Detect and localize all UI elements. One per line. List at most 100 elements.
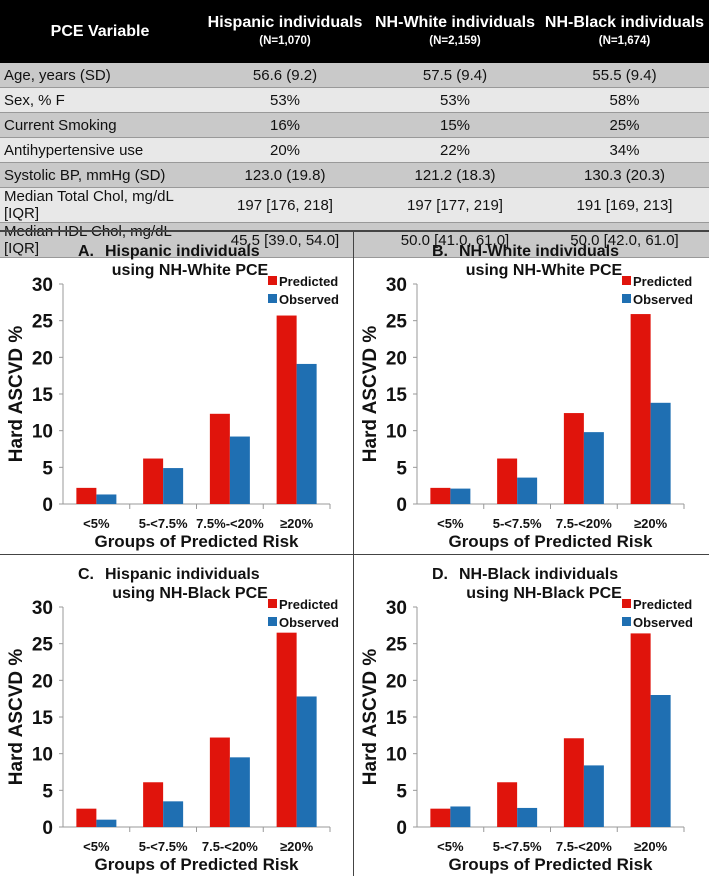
- legend-label: Predicted: [633, 597, 692, 612]
- table-cell: 56.6 (9.2): [200, 63, 370, 88]
- bar-predicted: [276, 315, 297, 504]
- x-tick-label: 7.5-<20%: [202, 839, 258, 854]
- x-tick-label: 5-<7.5%: [493, 839, 542, 854]
- table-cell: 15%: [370, 112, 540, 138]
- x-axis-label: Groups of Predicted Risk: [94, 532, 299, 551]
- legend-swatch: [622, 276, 631, 285]
- y-tick-label: 15: [32, 385, 54, 406]
- bar-observed: [163, 801, 184, 827]
- bar-observed: [450, 806, 471, 827]
- y-tick-label: 25: [386, 312, 408, 333]
- bar-predicted: [630, 633, 651, 827]
- column-header-title: NH-White individuals: [375, 13, 535, 31]
- x-tick-label: 5-<7.5%: [139, 839, 188, 854]
- y-tick-label: 20: [32, 348, 53, 369]
- bar-observed: [229, 757, 250, 827]
- bar-observed: [450, 488, 471, 504]
- x-tick-label: ≥20%: [280, 839, 314, 854]
- chart-title: NH-Black individuals: [459, 566, 618, 583]
- table-row: Age, years (SD) 56.6 (9.2) 57.5 (9.4) 55.5 …: [0, 63, 709, 88]
- chart-panel-a: A. Hispanic individuals using NH-White PCE…: [0, 232, 354, 555]
- column-header: PCE Variable: [0, 0, 200, 63]
- bar-predicted: [430, 487, 451, 504]
- x-axis-label: Groups of Predicted Risk: [94, 855, 299, 874]
- bar-chart: A. Hispanic individuals using NH-White PCE…: [6, 243, 339, 551]
- bar-observed: [163, 468, 184, 504]
- table-cell: 53%: [370, 87, 540, 113]
- table-cell: 121.2 (18.3): [370, 162, 540, 188]
- table-row: Median HDL Chol, mg/dL [IQR] 45.5 [39.0, …: [0, 222, 709, 258]
- chart-subtitle: using NH-Black PCE: [466, 585, 622, 602]
- y-tick-label: 0: [42, 818, 53, 839]
- x-axis-label: Groups of Predicted Risk: [448, 855, 653, 874]
- y-tick-label: 10: [32, 422, 53, 443]
- chart-title: Hispanic individuals: [105, 243, 260, 260]
- legend-label: Predicted: [279, 597, 338, 612]
- chart-panel-c: C. Hispanic individuals using NH-Black PCE…: [0, 555, 354, 876]
- legend-swatch: [622, 599, 631, 608]
- column-header-n: (N=1,674): [598, 34, 651, 47]
- y-axis-label: Hard ASCVD %: [6, 649, 27, 786]
- y-tick-label: 5: [396, 781, 407, 802]
- bar-predicted: [209, 737, 230, 827]
- bar-predicted: [143, 458, 164, 504]
- row-label: Age, years (SD): [0, 63, 200, 88]
- y-tick-label: 0: [42, 495, 53, 516]
- column-header: Hispanic individuals (N=1,070): [200, 0, 370, 63]
- y-tick-label: 5: [42, 781, 53, 802]
- x-axis-label: Groups of Predicted Risk: [448, 532, 653, 551]
- bar-predicted: [76, 487, 97, 504]
- y-tick-label: 20: [386, 348, 407, 369]
- bar-observed: [583, 432, 604, 504]
- x-tick-label: 5-<7.5%: [139, 516, 188, 531]
- legend-swatch: [268, 276, 277, 285]
- legend-label: Observed: [633, 615, 693, 630]
- table-row: Systolic BP, mmHg (SD) 123.0 (19.8) 121.2 …: [0, 162, 709, 188]
- table-cell: 58%: [540, 87, 709, 113]
- y-tick-label: 5: [42, 458, 53, 479]
- x-tick-label: 7.5-<20%: [556, 839, 612, 854]
- y-tick-label: 0: [396, 818, 407, 839]
- column-header-n: (N=1,070): [259, 34, 311, 47]
- y-tick-label: 15: [32, 708, 54, 729]
- chart-panel-d: D. NH-Black individuals using NH-Black PCE…: [354, 555, 708, 876]
- bar-chart: C. Hispanic individuals using NH-Black PCE…: [6, 566, 339, 874]
- bar-predicted: [630, 314, 651, 504]
- table-cell: 53%: [200, 87, 370, 113]
- table-cell: 130.3 (20.3): [540, 162, 709, 188]
- x-tick-label: 7.5%-<20%: [196, 516, 264, 531]
- table-header-row: PCE Variable Hispanic individuals (N=1,07…: [0, 0, 709, 63]
- x-tick-label: 5-<7.5%: [493, 516, 542, 531]
- y-tick-label: 25: [32, 312, 54, 333]
- row-label: Antihypertensive use: [0, 137, 200, 163]
- horizontal-divider: [0, 554, 709, 555]
- y-tick-label: 15: [386, 708, 408, 729]
- bar-observed: [583, 765, 604, 827]
- x-tick-label: ≥20%: [634, 516, 668, 531]
- row-label: Median HDL Chol, mg/dL [IQR]: [0, 222, 200, 258]
- legend-label: Observed: [279, 292, 339, 307]
- table-cell: 50.0 [42.0, 61.0]: [540, 222, 709, 258]
- bar-predicted: [563, 413, 584, 504]
- bar-chart: B. NH-White individuals using NH-White PCE…: [360, 243, 693, 551]
- legend-swatch: [268, 599, 277, 608]
- table-cell: 25%: [540, 112, 709, 138]
- y-axis-label: Hard ASCVD %: [6, 326, 27, 463]
- y-tick-label: 0: [396, 495, 407, 516]
- table-cell: 123.0 (19.8): [200, 162, 370, 188]
- bar-predicted: [497, 458, 518, 504]
- y-tick-label: 15: [386, 385, 408, 406]
- panel-letter: A.: [78, 243, 94, 260]
- y-tick-label: 20: [386, 671, 407, 692]
- column-header: NH-White individuals (N=2,159): [370, 0, 540, 63]
- bar-observed: [517, 477, 538, 504]
- table-cell: 55.5 (9.4): [540, 63, 709, 88]
- column-header: NH-Black individuals (N=1,674): [540, 0, 709, 63]
- bar-observed: [650, 695, 671, 827]
- y-tick-label: 10: [32, 745, 53, 766]
- table-row: Median Total Chol, mg/dL [IQR] 197 [176, …: [0, 187, 709, 223]
- legend-swatch: [622, 294, 631, 303]
- x-tick-label: <5%: [83, 839, 110, 854]
- bar-observed: [96, 494, 117, 504]
